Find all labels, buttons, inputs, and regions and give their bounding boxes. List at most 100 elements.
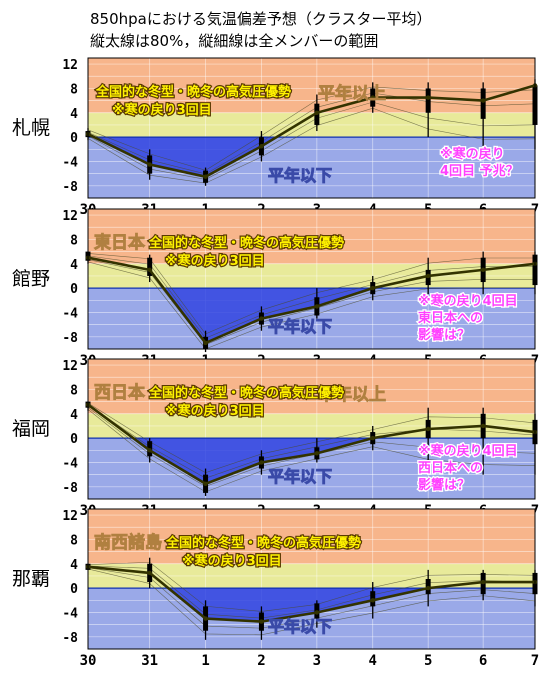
y-tick-label: -8 (62, 180, 78, 195)
x-tick-label: 1 (201, 653, 209, 669)
mean-point (425, 426, 431, 432)
mean-point (203, 616, 208, 621)
region-label: 東日本 (94, 232, 145, 253)
mean-point (480, 267, 486, 273)
x-tick-label: 7 (531, 653, 539, 669)
cold-return-4-note: 影響は？ (418, 327, 470, 343)
y-tick-label: 4 (70, 408, 78, 423)
cold-return-3-label: ※寒の戻り3回目 (182, 553, 282, 569)
mean-point (370, 285, 375, 291)
mean-point (425, 585, 431, 591)
y-tick-label: 0 (70, 432, 78, 447)
band-above (88, 359, 535, 414)
x-tick-label: 31 (141, 653, 158, 669)
y-tick-label: 12 (62, 58, 78, 73)
mean-point (370, 598, 375, 603)
x-tick-label: 6 (479, 653, 487, 669)
mean-point (203, 340, 208, 346)
cold-return-3-label: ※寒の戻り3回目 (165, 403, 265, 419)
above-normal-label: 平年以上 (318, 83, 386, 104)
mean-point (147, 162, 152, 167)
mean-point (314, 110, 320, 115)
mean-point (203, 481, 208, 486)
plot-frame (87, 358, 536, 500)
winter-pattern-label: 全国的な冬型・晩冬の高気圧優勢 (95, 84, 291, 100)
x-tick-label: 2 (257, 653, 265, 669)
mean-point (370, 435, 375, 441)
mean-point (147, 267, 152, 273)
chart-title-line1: 850hpaにおける気温偏差予想（クラスター平均） (90, 10, 432, 28)
mean-point (480, 98, 486, 103)
y-tick-label: 4 (70, 258, 78, 273)
cold-return-3-label: ※寒の戻り3回目 (165, 253, 265, 269)
mean-point (259, 316, 264, 321)
panel-0: 12840-4-830311234567札幌平年以上全国的な冬型・晩冬の高気圧優… (12, 57, 539, 218)
y-tick-label: 12 (62, 509, 78, 524)
cold-return-4-note: 4回目 予兆？ (440, 163, 519, 179)
mean-point (480, 579, 486, 585)
mean-point (370, 95, 375, 100)
below-normal-area (133, 438, 373, 484)
below-normal-label: 平年以下 (268, 467, 332, 486)
panel-city-label: 那覇 (12, 568, 50, 590)
cold-return-4-note: ※寒の戻り4回目 (418, 293, 518, 309)
cold-return-4-note: ※寒の戻り (440, 146, 505, 162)
cold-return-4-note: ※寒の戻り4回目 (418, 443, 518, 459)
y-tick-label: -4 (62, 606, 78, 621)
chart-panels: 12840-4-830311234567札幌平年以上全国的な冬型・晩冬の高気圧優… (12, 57, 539, 669)
winter-pattern-label: 全国的な冬型・晩冬の高気圧優勢 (148, 385, 344, 401)
below-normal-area (168, 588, 429, 622)
y-tick-label: 8 (70, 233, 78, 248)
x-tick-label: 30 (80, 653, 97, 669)
y-tick-label: 8 (70, 533, 78, 548)
y-tick-label: 8 (70, 82, 78, 97)
mean-point (314, 451, 320, 456)
panel-city-label: 館野 (12, 268, 50, 290)
mean-point (259, 460, 264, 465)
y-tick-label: 12 (62, 359, 78, 374)
winter-pattern-label: 全国的な冬型・晩冬の高気圧優勢 (165, 535, 361, 551)
y-tick-label: -4 (62, 155, 78, 170)
mean-point (147, 448, 152, 453)
x-tick-label: 3 (313, 653, 321, 669)
panel-city-label: 福岡 (12, 418, 50, 440)
cold-return-3-label: ※寒の戻り3回目 (112, 102, 212, 118)
y-tick-label: 0 (70, 582, 78, 597)
mean-point (425, 95, 431, 100)
chart-title-line2: 縦太線は80%，縦細線は全メンバーの範囲 (90, 32, 378, 50)
y-tick-label: 0 (70, 131, 78, 146)
plot-frame (87, 208, 536, 350)
y-tick-label: -8 (62, 481, 78, 496)
y-tick-label: -8 (62, 331, 78, 346)
mean-point (259, 144, 264, 149)
y-tick-label: 8 (70, 383, 78, 398)
band-above (88, 509, 535, 564)
cold-return-4-note: 影響は？ (418, 477, 470, 493)
y-tick-label: -8 (62, 631, 78, 646)
mean-point (480, 423, 486, 429)
mean-point (259, 619, 264, 624)
x-tick-label: 5 (424, 653, 432, 669)
panel-2: 12840-4-830311234567福岡西日本平年以上全国的な冬型・晩冬の高… (12, 358, 539, 519)
x-tick-label: 4 (369, 653, 377, 669)
region-label: 南西諸島 (94, 532, 162, 553)
y-tick-label: 12 (62, 209, 78, 224)
mean-point (314, 610, 320, 615)
above-normal-label: 平年以上 (318, 384, 386, 405)
cold-return-4-note: 西日本への (418, 460, 483, 476)
y-tick-label: 4 (70, 107, 78, 122)
plot-frame (87, 508, 536, 650)
y-tick-label: -4 (62, 456, 78, 471)
panel-city-label: 札幌 (12, 117, 50, 139)
y-tick-label: -4 (62, 306, 78, 321)
mean-point (147, 570, 152, 576)
panel-1: 12840-4-830311234567館野東日本全国的な冬型・晩冬の高気圧優勢… (12, 208, 539, 369)
below-normal-area (94, 137, 277, 177)
below-normal-label: 平年以下 (268, 166, 332, 185)
plot-frame (87, 57, 536, 199)
below-normal-label: 平年以下 (268, 317, 332, 336)
winter-pattern-label: 全国的な冬型・晩冬の高気圧優勢 (148, 235, 344, 251)
cold-return-4-note: 東日本への (418, 310, 483, 326)
